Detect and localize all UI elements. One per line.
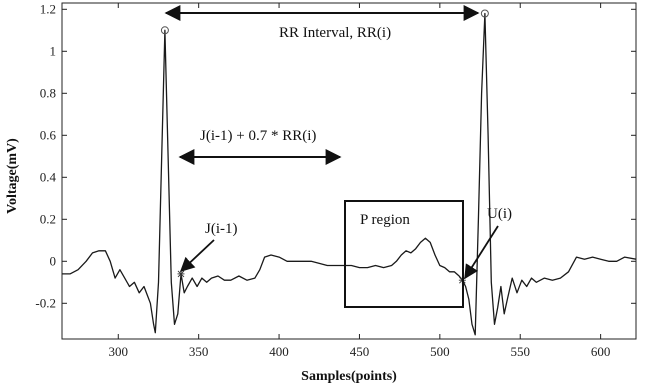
- y-tick-label: 0.8: [40, 85, 56, 100]
- x-tick-label: 350: [189, 344, 209, 359]
- j-label: J(i-1): [205, 221, 238, 237]
- plot-area: [61, 2, 637, 340]
- y-axis-title: Voltage(mV): [5, 138, 20, 214]
- x-tick-label: 550: [510, 344, 530, 359]
- j-offset-annotation: J(i-1) + 0.7 * RR(i): [178, 128, 342, 165]
- p-region-box: [344, 200, 464, 308]
- j-annotation: J(i-1): [179, 221, 238, 272]
- y-tick-label: -0.2: [35, 295, 56, 310]
- peak-marker: [480, 9, 489, 18]
- u-annotation: U(i): [464, 206, 512, 280]
- u-label: U(i): [487, 206, 512, 222]
- x-tick-label: 600: [591, 344, 611, 359]
- u-arrow: [464, 225, 499, 280]
- y-tick-label: 0: [50, 253, 57, 268]
- y-tick-label: 0.2: [40, 211, 56, 226]
- j-offset-label: J(i-1) + 0.7 * RR(i): [200, 128, 316, 144]
- rr-interval-annotation: RR Interval, RR(i): [164, 5, 480, 41]
- axis-ticks: 300 350 400 450 500 550 600 -0.2 0 0.2 0.4 0.6 0.8 1 1…: [35, 1, 636, 359]
- j-arrow: [179, 239, 215, 272]
- point-marker: [177, 270, 185, 278]
- y-tick-label: 1: [50, 43, 57, 58]
- y-tick-label: 1.2: [40, 1, 56, 16]
- p-region-label: P region: [360, 212, 410, 228]
- y-tick-label: 0.4: [40, 169, 57, 184]
- x-tick-label: 500: [430, 344, 450, 359]
- x-tick-label: 400: [269, 344, 289, 359]
- y-tick-label: 0.6: [40, 127, 57, 142]
- series-group: [62, 12, 637, 336]
- x-tick-label: 450: [350, 344, 370, 359]
- peak-marker: [160, 26, 169, 35]
- p-region-annotation: P region: [344, 200, 464, 308]
- x-axis-title: Samples(points): [301, 369, 397, 384]
- ecg-series-line: [62, 12, 637, 336]
- plot-frame: [61, 2, 637, 340]
- x-tick-label: 300: [109, 344, 129, 359]
- rr-interval-label: RR Interval, RR(i): [279, 25, 391, 41]
